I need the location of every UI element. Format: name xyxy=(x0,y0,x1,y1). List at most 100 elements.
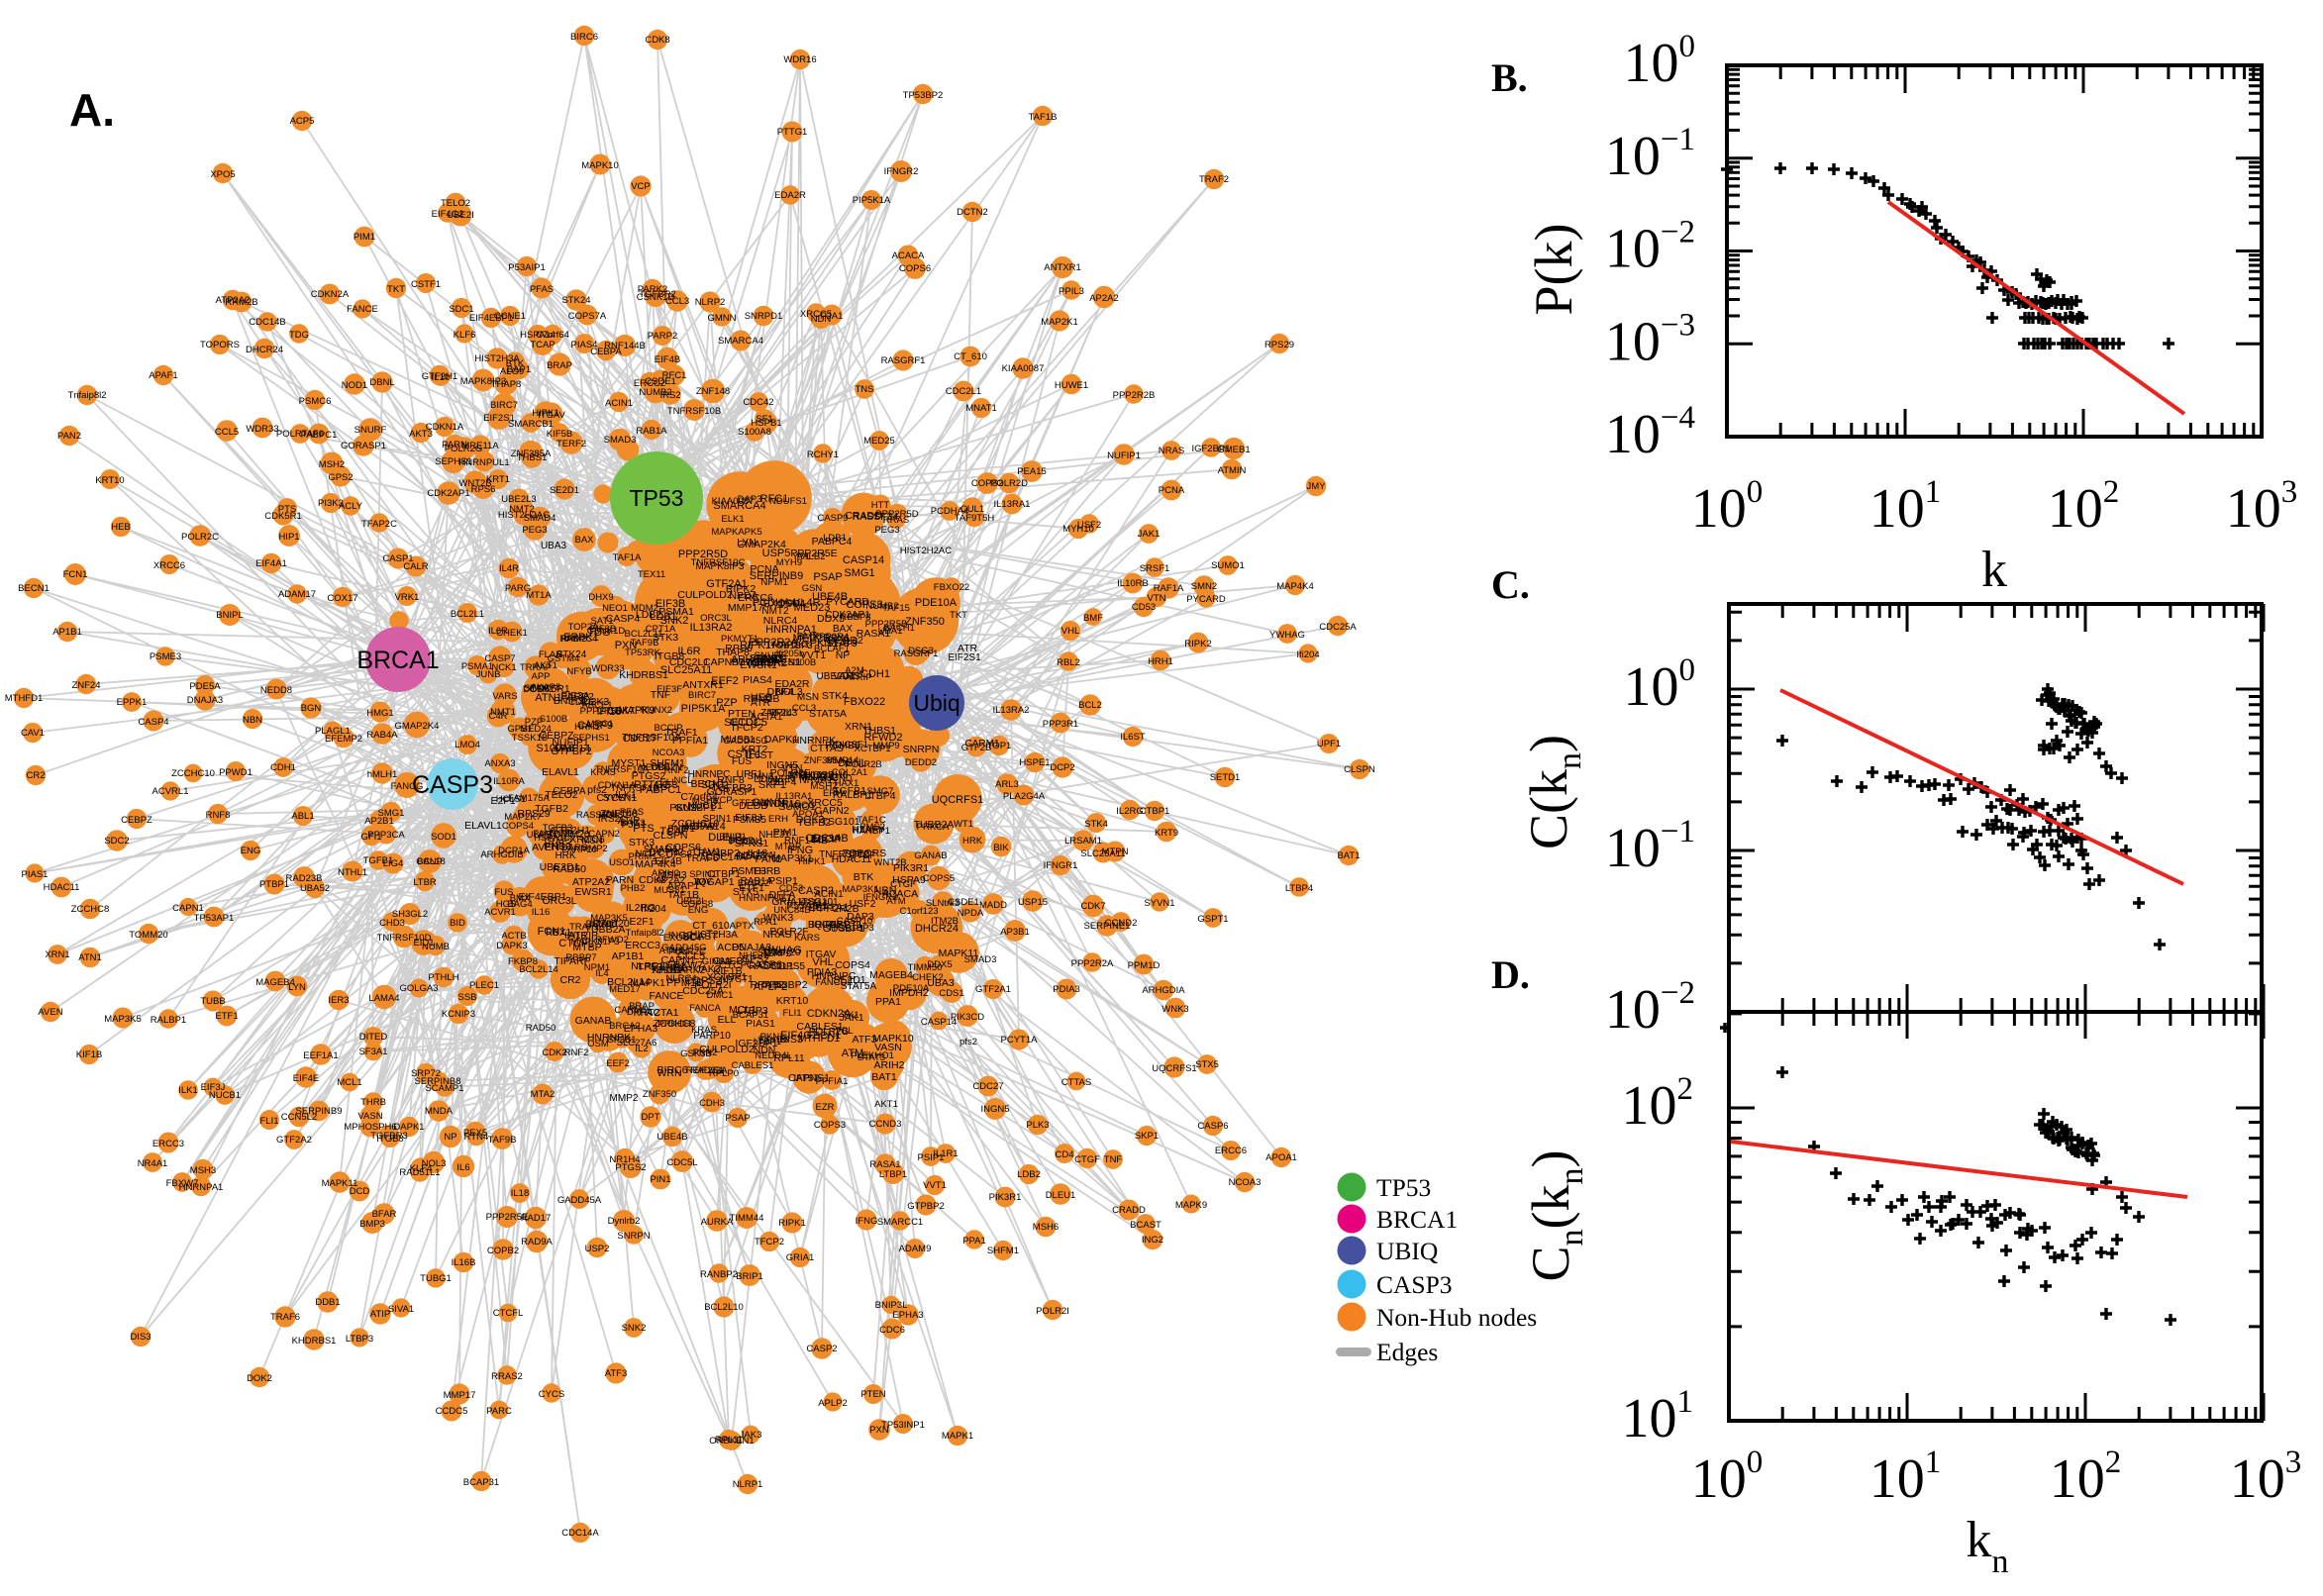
svg-text:MYST1: MYST1 xyxy=(720,974,754,985)
svg-text:PIN1: PIN1 xyxy=(650,1174,670,1185)
svg-text:Ifi204: Ifi204 xyxy=(641,903,666,915)
svg-text:KRT10: KRT10 xyxy=(95,475,124,486)
svg-text:KLF6: KLF6 xyxy=(454,330,476,341)
svg-text:CCDC5: CCDC5 xyxy=(436,1406,468,1417)
svg-text:STK4: STK4 xyxy=(1084,819,1108,830)
svg-text:NCOA3: NCOA3 xyxy=(653,748,685,758)
svg-text:ATP2A2: ATP2A2 xyxy=(216,295,251,306)
svg-text:BCAP31: BCAP31 xyxy=(463,1477,499,1488)
svg-text:PKMYT1: PKMYT1 xyxy=(721,634,758,645)
svg-text:Non-Hub nodes: Non-Hub nodes xyxy=(1376,1303,1537,1332)
svg-text:STX5: STX5 xyxy=(1195,1059,1219,1070)
svg-text:IL16B: IL16B xyxy=(452,1257,476,1268)
svg-text:HSPE1: HSPE1 xyxy=(1019,757,1050,768)
svg-text:ARL3: ARL3 xyxy=(995,779,1019,790)
svg-text:PPP3R1: PPP3R1 xyxy=(1043,719,1078,730)
svg-text:C7orf64: C7orf64 xyxy=(680,791,718,803)
svg-text:MMP17: MMP17 xyxy=(444,1390,476,1401)
svg-text:BTK: BTK xyxy=(854,871,873,883)
svg-text:PIK3R1: PIK3R1 xyxy=(989,1192,1022,1203)
svg-text:MDM2: MDM2 xyxy=(631,603,658,614)
svg-text:NPM1: NPM1 xyxy=(760,577,788,588)
svg-text:STK24: STK24 xyxy=(556,649,587,660)
svg-text:PZP: PZP xyxy=(525,717,543,728)
svg-text:ERCC3: ERCC3 xyxy=(625,940,660,951)
svg-text:PARP2: PARP2 xyxy=(648,331,677,342)
svg-text:CDC14B: CDC14B xyxy=(249,317,286,328)
svg-text:CASP9: CASP9 xyxy=(817,513,848,524)
svg-text:XRN1: XRN1 xyxy=(45,949,69,960)
svg-text:MAPK8IP3: MAPK8IP3 xyxy=(696,561,745,572)
svg-text:MPHOSPH6: MPHOSPH6 xyxy=(344,1122,396,1133)
svg-text:DSG3: DSG3 xyxy=(908,646,934,656)
svg-text:RASSF34: RASSF34 xyxy=(853,511,899,523)
svg-text:PIM1: PIM1 xyxy=(354,232,375,243)
svg-text:TP53: TP53 xyxy=(630,485,684,511)
svg-text:CEBPZ: CEBPZ xyxy=(121,815,152,826)
svg-text:MAGEB4: MAGEB4 xyxy=(869,969,913,981)
svg-text:CDKN1A: CDKN1A xyxy=(598,780,637,791)
svg-text:TKT: TKT xyxy=(950,610,967,621)
svg-text:RASGRF1: RASGRF1 xyxy=(881,355,926,366)
svg-text:CR2: CR2 xyxy=(559,974,580,986)
svg-text:DBF4: DBF4 xyxy=(767,686,794,698)
svg-text:FBXO22: FBXO22 xyxy=(934,582,969,593)
svg-text:MAPKAPK5: MAPKAPK5 xyxy=(711,527,761,538)
svg-text:RAD50: RAD50 xyxy=(526,1023,556,1034)
svg-text:TK1: TK1 xyxy=(842,1010,858,1021)
svg-text:TNF: TNF xyxy=(1104,1154,1123,1165)
svg-text:PXN: PXN xyxy=(869,1425,889,1436)
svg-text:ING2: ING2 xyxy=(1142,1235,1163,1246)
svg-text:ELL: ELL xyxy=(718,1014,737,1026)
svg-text:SHFM1: SHFM1 xyxy=(987,1246,1019,1256)
svg-text:PKN1: PKN1 xyxy=(760,1032,785,1043)
svg-text:CTCFL: CTCFL xyxy=(493,1308,524,1319)
svg-text:SE2D1: SE2D1 xyxy=(833,974,865,986)
svg-text:MAGEB4: MAGEB4 xyxy=(255,977,295,988)
svg-text:GORASP1: GORASP1 xyxy=(341,441,386,451)
svg-text:BNIP3L: BNIP3L xyxy=(875,1300,908,1311)
svg-text:RAB1A: RAB1A xyxy=(636,426,667,437)
svg-text:TDG: TDG xyxy=(289,330,309,341)
svg-text:CDKN2A: CDKN2A xyxy=(311,289,350,300)
svg-text:MAPK8IP3: MAPK8IP3 xyxy=(460,376,506,387)
svg-text:PSMC6: PSMC6 xyxy=(299,396,332,407)
svg-text:NEDD8: NEDD8 xyxy=(260,685,292,696)
svg-text:WNT2B: WNT2B xyxy=(873,857,906,868)
svg-text:MAPK1: MAPK1 xyxy=(942,1431,973,1442)
svg-text:HIP1: HIP1 xyxy=(278,532,299,543)
svg-text:SNRPN: SNRPN xyxy=(903,744,940,755)
svg-text:CSDE1: CSDE1 xyxy=(948,897,979,908)
svg-text:S100B: S100B xyxy=(788,657,817,668)
svg-text:NOL3: NOL3 xyxy=(422,1158,447,1169)
svg-text:THRB: THRB xyxy=(360,1097,386,1108)
svg-text:UQCRFS1: UQCRFS1 xyxy=(1152,1063,1196,1074)
svg-text:PTHLH: PTHLH xyxy=(428,972,458,983)
svg-text:GADD45G: GADD45G xyxy=(723,736,767,747)
svg-text:YWHAG: YWHAG xyxy=(1269,630,1305,641)
svg-text:TGFB1: TGFB1 xyxy=(363,855,394,866)
svg-text:MRC1: MRC1 xyxy=(587,719,614,730)
svg-text:BCL2: BCL2 xyxy=(1078,700,1102,711)
svg-text:BNIPL: BNIPL xyxy=(216,610,243,621)
svg-text:HRK: HRK xyxy=(555,850,575,861)
svg-text:DHX9: DHX9 xyxy=(588,592,613,603)
svg-text:pfs2: pfs2 xyxy=(960,1037,977,1047)
svg-text:EEF2: EEF2 xyxy=(606,1058,630,1069)
svg-text:CDK7: CDK7 xyxy=(1080,901,1105,912)
svg-text:PIP5K1A: PIP5K1A xyxy=(853,195,891,206)
svg-text:PSAP: PSAP xyxy=(725,1113,750,1124)
svg-text:APLP2: APLP2 xyxy=(818,1398,848,1409)
svg-text:RAD23A: RAD23A xyxy=(691,1065,729,1076)
svg-text:TP53AP1: TP53AP1 xyxy=(194,913,235,924)
svg-text:IL6: IL6 xyxy=(456,1162,469,1173)
svg-text:CLSPN: CLSPN xyxy=(1344,764,1375,775)
svg-text:BRCA1: BRCA1 xyxy=(356,647,439,674)
svg-text:CTCF: CTCF xyxy=(850,850,876,861)
svg-text:LDB1: LDB1 xyxy=(823,533,847,544)
svg-text:ACIN1: ACIN1 xyxy=(605,398,633,409)
svg-text:ATM: ATM xyxy=(886,896,905,907)
svg-text:FANCA: FANCA xyxy=(689,1003,721,1014)
svg-text:DEDD2: DEDD2 xyxy=(905,757,937,768)
svg-text:WRN: WRN xyxy=(772,774,795,785)
